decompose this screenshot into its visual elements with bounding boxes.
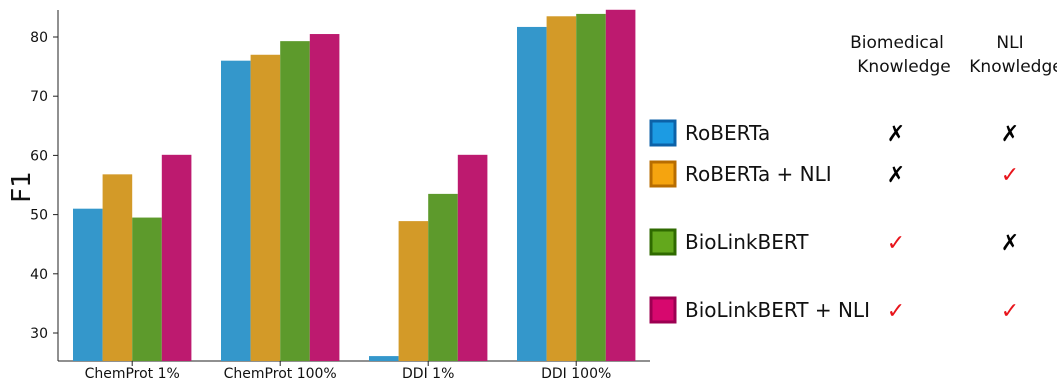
y-tick-label: 70 bbox=[30, 89, 48, 105]
y-tick-label: 30 bbox=[30, 326, 48, 342]
bar-biolinkbert-3 bbox=[576, 13, 606, 362]
cross-icon: ✗ bbox=[1001, 122, 1019, 147]
bar-roberta-nli-3 bbox=[546, 16, 577, 362]
legend-swatch bbox=[649, 296, 677, 324]
bar-roberta-2 bbox=[369, 356, 399, 361]
legend-label: BioLinkBERT bbox=[685, 230, 809, 254]
legend: RoBERTa ✗ ✗ RoBERTa + NLI ✗ ✓ BioLinkBERT ✓ ✗ Bio… bbox=[649, 119, 1019, 324]
nli-header-line2: Knowledge bbox=[969, 57, 1057, 77]
x-tick-label: ChemProt 100% bbox=[224, 366, 337, 379]
cross-icon: ✗ bbox=[1001, 231, 1019, 256]
y-ticks: 30 40 50 60 70 80 bbox=[30, 30, 58, 342]
legend-swatch bbox=[649, 160, 677, 188]
x-ticks: ChemProt 1% ChemProt 100% DDI 1% DDI 100% bbox=[85, 361, 611, 379]
y-tick-label: 40 bbox=[30, 267, 48, 283]
biomedical-header-line2: Knowledge bbox=[857, 57, 950, 77]
x-tick-label: DDI 100% bbox=[541, 366, 611, 379]
y-tick-label: 50 bbox=[30, 208, 48, 224]
cross-icon: ✗ bbox=[887, 163, 905, 188]
biomedical-header-line1: Biomedical bbox=[850, 33, 944, 53]
legend-swatch bbox=[649, 119, 677, 147]
legend-label: RoBERTa bbox=[685, 121, 770, 145]
check-icon: ✓ bbox=[1001, 163, 1019, 188]
bar-roberta-nli-0 bbox=[102, 174, 133, 361]
bar-biolinkbert-nli-2 bbox=[457, 154, 488, 361]
bar-roberta-0 bbox=[73, 208, 103, 361]
y-tick-label: 80 bbox=[30, 30, 48, 46]
bar-roberta-nli-1 bbox=[250, 54, 281, 361]
bar-biolinkbert-nli-1 bbox=[309, 34, 340, 361]
bar-biolinkbert-2 bbox=[428, 193, 458, 361]
nli-header-line1: NLI bbox=[996, 33, 1023, 53]
bar-biolinkbert-0 bbox=[132, 217, 162, 361]
check-icon: ✓ bbox=[887, 299, 905, 324]
legend-swatch bbox=[649, 228, 677, 256]
bar-biolinkbert-nli-3 bbox=[605, 9, 636, 361]
legend-label: RoBERTa + NLI bbox=[685, 162, 832, 186]
x-tick-label: DDI 1% bbox=[402, 366, 454, 379]
y-tick-label: 60 bbox=[30, 148, 48, 164]
bar-roberta-nli-2 bbox=[398, 221, 429, 361]
check-icon: ✓ bbox=[887, 231, 905, 256]
bar-roberta-1 bbox=[221, 60, 251, 362]
bar-roberta-3 bbox=[517, 26, 547, 361]
x-tick-label: ChemProt 1% bbox=[85, 366, 180, 379]
bar-biolinkbert-nli-0 bbox=[161, 154, 192, 361]
legend-headers: Biomedical Knowledge NLI Knowledge bbox=[850, 33, 1057, 77]
cross-icon: ✗ bbox=[887, 122, 905, 147]
bars bbox=[73, 9, 636, 362]
bar-biolinkbert-1 bbox=[280, 41, 310, 361]
y-axis-title: F1 bbox=[7, 171, 37, 203]
check-icon: ✓ bbox=[1001, 299, 1019, 324]
legend-label: BioLinkBERT + NLI bbox=[685, 298, 870, 322]
